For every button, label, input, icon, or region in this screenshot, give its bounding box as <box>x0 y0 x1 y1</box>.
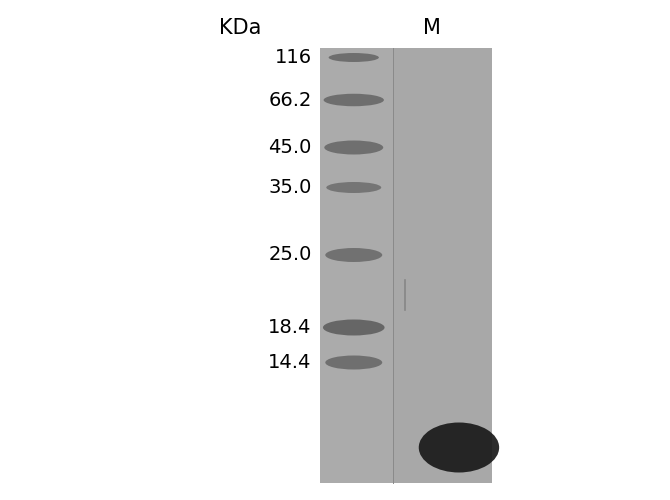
Text: 66.2: 66.2 <box>268 90 312 110</box>
Ellipse shape <box>419 422 499 472</box>
Text: M: M <box>423 18 441 38</box>
Ellipse shape <box>325 248 382 262</box>
Ellipse shape <box>323 320 385 336</box>
Ellipse shape <box>324 140 383 154</box>
Text: 14.4: 14.4 <box>268 353 312 372</box>
Text: 116: 116 <box>275 48 312 67</box>
Bar <box>320 48 393 482</box>
Text: 35.0: 35.0 <box>268 178 312 197</box>
Text: KDa: KDa <box>219 18 261 38</box>
Ellipse shape <box>324 94 384 106</box>
Text: 18.4: 18.4 <box>268 318 312 337</box>
Text: 45.0: 45.0 <box>268 138 312 157</box>
Ellipse shape <box>326 182 381 193</box>
Ellipse shape <box>325 356 382 370</box>
Ellipse shape <box>328 53 379 62</box>
Bar <box>320 48 492 482</box>
Text: 25.0: 25.0 <box>268 246 312 264</box>
